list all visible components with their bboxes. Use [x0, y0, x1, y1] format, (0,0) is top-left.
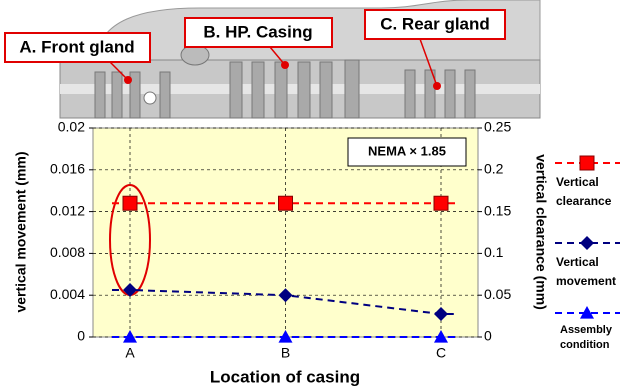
- y-tick-label: 0.004: [50, 286, 85, 302]
- y-tick-label: 0.008: [50, 244, 85, 260]
- legend-label: Vertical movement: [556, 253, 630, 291]
- y-tick-label: 0: [77, 328, 85, 344]
- chart: A. Front gland B. HP. Casing C. Rear gla…: [0, 0, 632, 389]
- marker: [279, 196, 293, 210]
- location-label: C. Rear gland: [380, 14, 490, 33]
- x-axis-label: Location of casing: [210, 367, 360, 386]
- x-tick-label: C: [436, 345, 446, 361]
- y2-tick-label: 0.1: [484, 244, 504, 260]
- annotation: NEMA × 1.85: [368, 143, 446, 158]
- y-axis-label: vertical movement (mm): [13, 151, 29, 312]
- y2-tick-label: 0.15: [484, 202, 511, 218]
- y-tick-label: 0.016: [50, 161, 85, 177]
- location-label: A. Front gland: [19, 37, 134, 56]
- y2-tick-label: 0: [484, 328, 492, 344]
- marker: [434, 196, 448, 210]
- y-tick-label: 0.012: [50, 202, 85, 218]
- marker: [123, 196, 137, 210]
- y2-tick-label: 0.2: [484, 161, 504, 177]
- location-label: B. HP. Casing: [203, 22, 312, 41]
- page: A. Front gland B. HP. Casing C. Rear gla…: [0, 0, 632, 389]
- legend-label: Vertical clearance: [556, 173, 630, 211]
- y2-tick-label: 0.05: [484, 286, 511, 302]
- x-tick-label: B: [281, 345, 290, 361]
- marker: [580, 236, 594, 250]
- legend-label: Assembly condition: [560, 323, 632, 353]
- x-tick-label: A: [125, 345, 135, 361]
- y2-tick-label: 0.25: [484, 119, 511, 135]
- y2-axis-label: vertical clearance (mm): [533, 154, 549, 310]
- y-tick-label: 0.02: [58, 119, 85, 135]
- marker: [580, 156, 594, 170]
